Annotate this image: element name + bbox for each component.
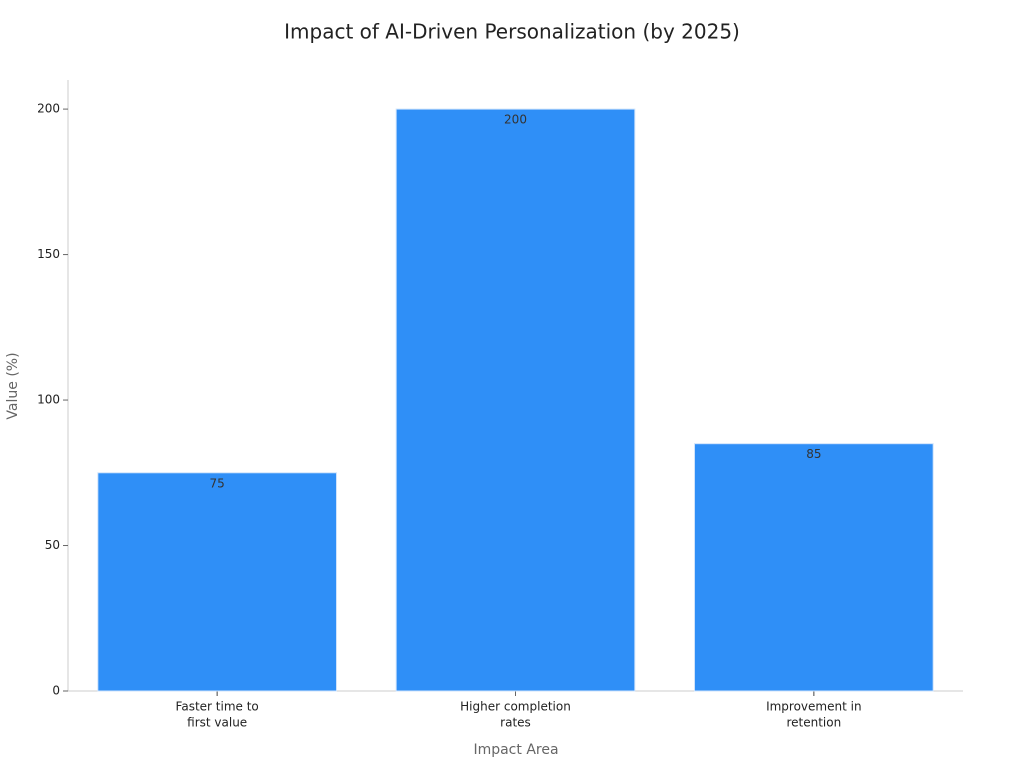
bar [395, 108, 636, 692]
chart-title: Impact of AI-Driven Personalization (by … [284, 20, 740, 44]
x-tick-label: Higher completion [460, 700, 571, 714]
y-axis-label: Value (%) [5, 352, 21, 419]
y-tick-label: 100 [37, 393, 60, 407]
x-axis-label: Impact Area [473, 742, 558, 758]
value-label: 75 [210, 476, 225, 490]
y-tick-label: 0 [52, 684, 60, 698]
x-tick-label: rates [500, 716, 531, 730]
x-tick-label: first value [187, 716, 247, 730]
bar [97, 472, 338, 692]
x-tick-label: Improvement in [766, 700, 861, 714]
y-tick-label: 50 [45, 538, 60, 552]
y-tick-label: 200 [37, 102, 60, 116]
value-label: 85 [806, 447, 821, 461]
x-tick-label: retention [786, 716, 841, 730]
x-tick-label: Faster time to [176, 700, 259, 714]
value-label: 200 [504, 113, 527, 127]
bar [694, 443, 934, 692]
y-tick-label: 150 [37, 247, 60, 261]
